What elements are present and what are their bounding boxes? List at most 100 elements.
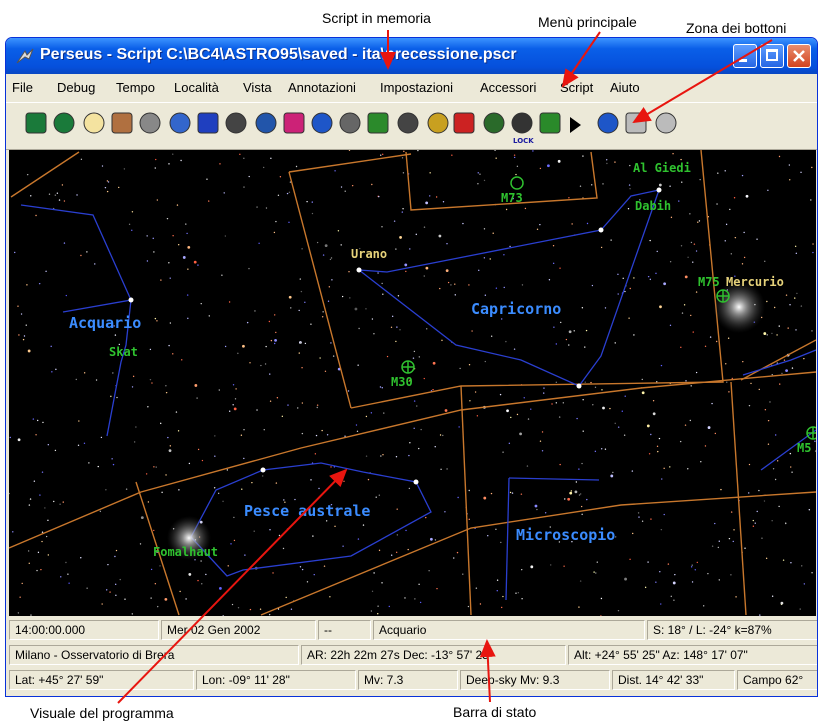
star bbox=[185, 223, 187, 225]
star bbox=[425, 266, 429, 270]
toolbar-button[interactable] bbox=[427, 112, 449, 134]
toolbar-button[interactable] bbox=[25, 112, 47, 134]
toolbar-button[interactable] bbox=[453, 112, 475, 134]
star bbox=[748, 492, 750, 494]
star bbox=[571, 541, 573, 543]
toolbar-button[interactable] bbox=[169, 112, 191, 134]
star bbox=[487, 535, 489, 537]
star bbox=[767, 443, 770, 445]
menu-item[interactable]: Accessori bbox=[480, 80, 537, 95]
star bbox=[711, 545, 714, 547]
sky-label: Al Giedi bbox=[633, 161, 691, 175]
star bbox=[324, 370, 327, 372]
star bbox=[404, 597, 406, 599]
toolbar-button[interactable] bbox=[483, 112, 505, 134]
sky-label: Mercurio bbox=[726, 275, 784, 289]
star bbox=[772, 468, 775, 470]
maximize-button[interactable] bbox=[760, 44, 784, 68]
star bbox=[269, 529, 271, 531]
menu-item[interactable]: Annotazioni bbox=[288, 80, 356, 95]
menu-item[interactable]: Aiuto bbox=[610, 80, 640, 95]
star bbox=[778, 325, 780, 327]
star bbox=[155, 158, 157, 161]
star bbox=[295, 165, 298, 168]
toolbar-button[interactable] bbox=[339, 112, 361, 134]
star bbox=[95, 379, 98, 381]
star bbox=[413, 479, 419, 485]
star bbox=[483, 496, 487, 500]
star bbox=[175, 411, 178, 413]
close-button[interactable] bbox=[787, 44, 811, 68]
star bbox=[782, 559, 785, 561]
toolbar-button[interactable] bbox=[139, 112, 161, 134]
toolbar-button[interactable] bbox=[511, 112, 533, 134]
toolbar-button[interactable] bbox=[255, 112, 277, 134]
star bbox=[226, 469, 229, 471]
star bbox=[503, 286, 505, 289]
star bbox=[612, 471, 614, 474]
menu-item[interactable]: Impostazioni bbox=[380, 80, 453, 95]
menu-item[interactable]: Script bbox=[560, 80, 594, 95]
star bbox=[259, 608, 262, 610]
toolbar-button[interactable] bbox=[570, 117, 581, 133]
star bbox=[536, 508, 538, 511]
toolbar-button[interactable] bbox=[625, 112, 647, 134]
menu-item[interactable]: Tempo bbox=[116, 80, 156, 95]
toolbar-button[interactable] bbox=[367, 112, 389, 134]
toolbar-button[interactable] bbox=[655, 112, 677, 134]
status-cell: Lon: -09° 11' 28" bbox=[196, 670, 356, 690]
star bbox=[45, 535, 48, 538]
star bbox=[621, 410, 623, 412]
star bbox=[331, 279, 333, 281]
toolbar-button[interactable] bbox=[225, 112, 247, 134]
menu-item[interactable]: Debug bbox=[57, 80, 96, 95]
star bbox=[780, 601, 784, 605]
star bbox=[299, 278, 301, 280]
menu-item[interactable]: Località bbox=[174, 80, 219, 95]
star bbox=[489, 258, 491, 260]
toolbar-button[interactable] bbox=[197, 112, 219, 134]
star bbox=[656, 187, 662, 193]
star bbox=[290, 608, 293, 610]
star bbox=[288, 295, 292, 299]
toolbar-button[interactable] bbox=[111, 112, 133, 134]
star bbox=[709, 336, 712, 338]
minimize-button[interactable] bbox=[733, 44, 757, 68]
star bbox=[691, 581, 694, 583]
toolbar-button[interactable] bbox=[311, 112, 333, 134]
star bbox=[726, 276, 728, 279]
star bbox=[521, 284, 524, 286]
star bbox=[131, 229, 133, 231]
star bbox=[402, 172, 405, 174]
star bbox=[670, 216, 673, 219]
star bbox=[316, 241, 319, 244]
star bbox=[584, 381, 586, 383]
star bbox=[418, 583, 420, 585]
menu-item[interactable]: File bbox=[12, 80, 33, 95]
star bbox=[262, 166, 265, 169]
star bbox=[811, 572, 813, 574]
star bbox=[76, 194, 78, 196]
toolbar-button[interactable] bbox=[83, 112, 105, 134]
star bbox=[94, 263, 96, 265]
star bbox=[622, 277, 624, 280]
star bbox=[29, 498, 32, 500]
star bbox=[547, 164, 550, 168]
sky-label: Skat bbox=[109, 345, 138, 359]
toolbar-button[interactable] bbox=[283, 112, 305, 134]
toolbar-button[interactable] bbox=[539, 112, 561, 134]
star bbox=[641, 378, 643, 381]
toolbar-button[interactable] bbox=[397, 112, 419, 134]
menu-item[interactable]: Vista bbox=[243, 80, 272, 95]
star bbox=[758, 489, 760, 492]
star bbox=[660, 364, 663, 367]
star bbox=[106, 180, 109, 182]
toolbar-button[interactable] bbox=[597, 112, 619, 134]
star bbox=[340, 244, 342, 246]
star bbox=[101, 165, 104, 167]
star bbox=[604, 307, 607, 309]
toolbar-button[interactable] bbox=[53, 112, 75, 134]
star bbox=[453, 557, 455, 559]
star bbox=[107, 563, 109, 566]
star bbox=[576, 383, 582, 389]
